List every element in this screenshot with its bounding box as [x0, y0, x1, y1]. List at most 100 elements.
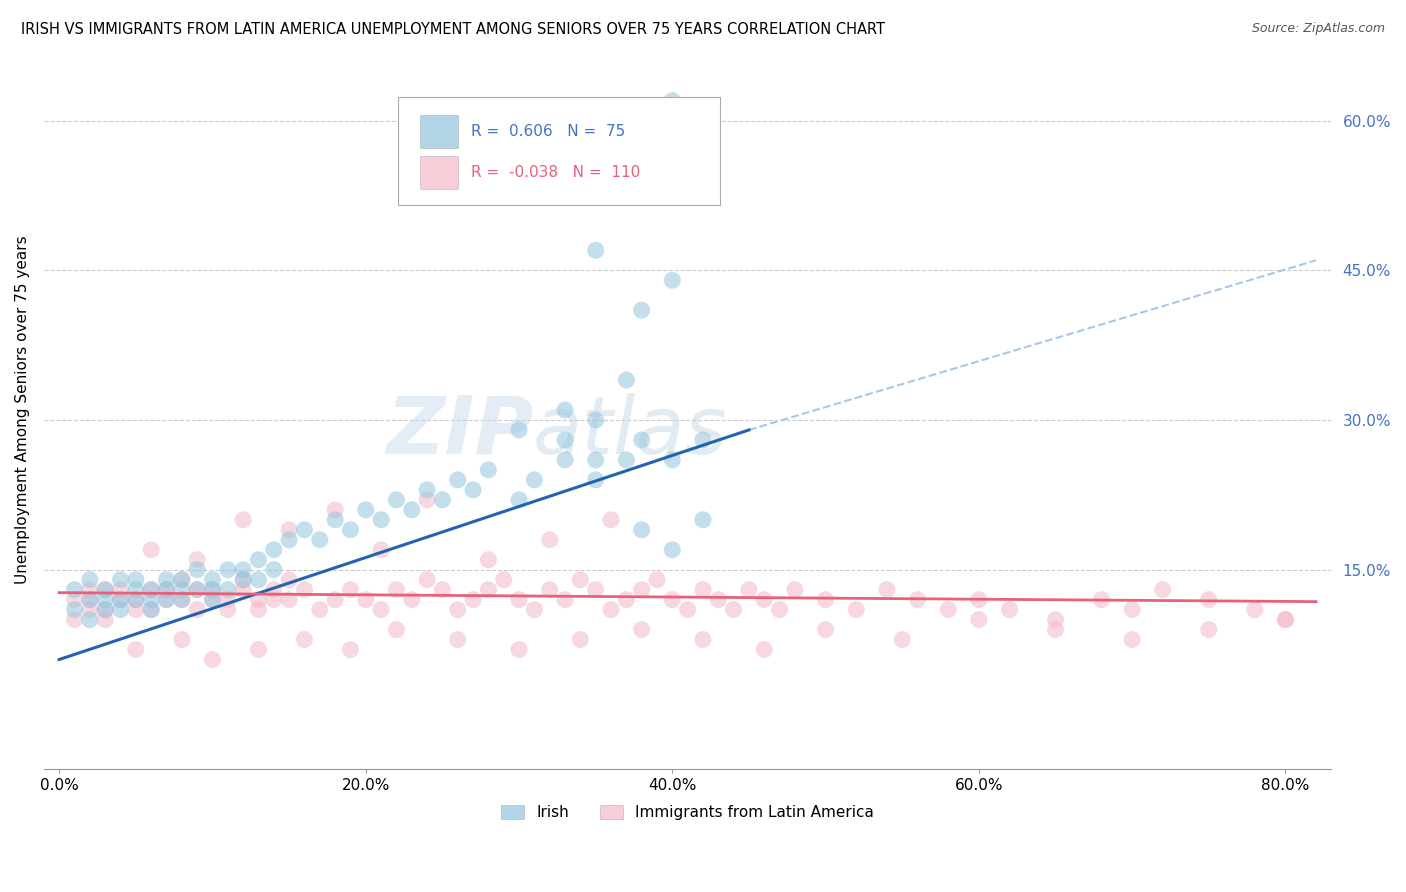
Point	[676, 602, 699, 616]
Point	[217, 602, 239, 616]
Point	[1045, 623, 1067, 637]
Point	[477, 582, 499, 597]
Point	[354, 503, 377, 517]
Point	[186, 552, 208, 566]
Point	[447, 473, 470, 487]
Point	[201, 582, 224, 597]
Point	[554, 433, 576, 447]
Point	[217, 563, 239, 577]
Point	[232, 582, 254, 597]
Point	[63, 582, 86, 597]
Point	[323, 503, 346, 517]
Point	[416, 492, 439, 507]
Point	[79, 582, 101, 597]
Point	[201, 592, 224, 607]
Point	[754, 592, 776, 607]
Point	[232, 573, 254, 587]
Point	[814, 623, 837, 637]
Point	[492, 573, 515, 587]
Point	[692, 513, 714, 527]
Point	[508, 492, 530, 507]
Point	[538, 533, 561, 547]
Point	[186, 563, 208, 577]
Point	[339, 642, 361, 657]
Point	[94, 582, 117, 597]
Point	[125, 582, 148, 597]
Point	[141, 582, 163, 597]
Point	[432, 582, 454, 597]
Point	[125, 602, 148, 616]
Point	[232, 513, 254, 527]
FancyBboxPatch shape	[398, 97, 720, 205]
Point	[630, 623, 652, 637]
Point	[263, 592, 285, 607]
Point	[278, 592, 301, 607]
Point	[232, 573, 254, 587]
Point	[79, 613, 101, 627]
Point	[1121, 632, 1143, 647]
Point	[155, 582, 177, 597]
Point	[891, 632, 914, 647]
Point	[94, 613, 117, 627]
Point	[738, 582, 761, 597]
Point	[170, 592, 193, 607]
Point	[370, 513, 392, 527]
Point	[263, 582, 285, 597]
Point	[170, 592, 193, 607]
Point	[630, 303, 652, 318]
Point	[79, 573, 101, 587]
Text: R =  0.606   N =  75: R = 0.606 N = 75	[471, 124, 626, 139]
Point	[385, 623, 408, 637]
Point	[783, 582, 806, 597]
Point	[339, 582, 361, 597]
Point	[661, 592, 683, 607]
Point	[461, 483, 484, 497]
Point	[723, 602, 745, 616]
Point	[155, 573, 177, 587]
Point	[600, 602, 623, 616]
Point	[323, 513, 346, 527]
Point	[201, 573, 224, 587]
Point	[661, 453, 683, 467]
Point	[217, 592, 239, 607]
Point	[645, 573, 668, 587]
Point	[170, 632, 193, 647]
Point	[155, 592, 177, 607]
Point	[585, 473, 607, 487]
Point	[692, 433, 714, 447]
Point	[1090, 592, 1112, 607]
Point	[247, 592, 270, 607]
Point	[370, 602, 392, 616]
Text: Source: ZipAtlas.com: Source: ZipAtlas.com	[1251, 22, 1385, 36]
Point	[110, 592, 132, 607]
Point	[79, 592, 101, 607]
Point	[308, 533, 330, 547]
Point	[401, 503, 423, 517]
Point	[110, 582, 132, 597]
Point	[661, 94, 683, 108]
Point	[141, 602, 163, 616]
Point	[554, 592, 576, 607]
Point	[661, 542, 683, 557]
Point	[79, 602, 101, 616]
Point	[614, 453, 637, 467]
Point	[1198, 623, 1220, 637]
Point	[508, 642, 530, 657]
Point	[141, 542, 163, 557]
Point	[247, 642, 270, 657]
Point	[263, 542, 285, 557]
Point	[155, 582, 177, 597]
Point	[630, 433, 652, 447]
Point	[294, 523, 316, 537]
Point	[186, 602, 208, 616]
Point	[63, 613, 86, 627]
Point	[385, 582, 408, 597]
Point	[110, 592, 132, 607]
Point	[508, 423, 530, 437]
Point	[232, 563, 254, 577]
Point	[141, 592, 163, 607]
Point	[707, 592, 730, 607]
Point	[217, 582, 239, 597]
Point	[278, 523, 301, 537]
Point	[354, 592, 377, 607]
